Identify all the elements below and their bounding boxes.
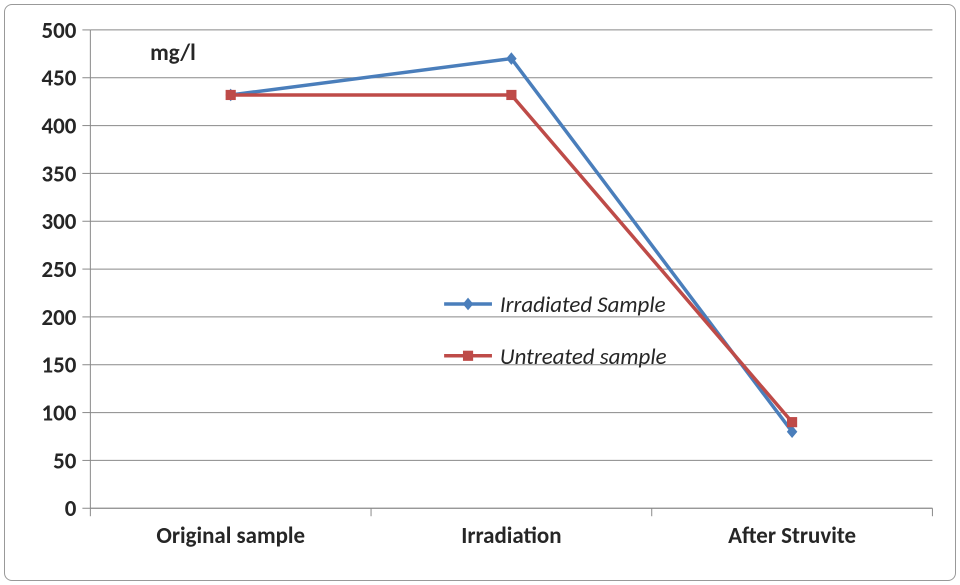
- y-axis-label: 200: [42, 304, 77, 332]
- marker-square: [507, 90, 516, 99]
- y-axis-label: 250: [42, 256, 77, 284]
- y-axis-label: 150: [42, 352, 77, 380]
- legend-label: Untreated sample: [500, 343, 667, 371]
- x-axis-label: After Struvite: [728, 522, 856, 550]
- marker-square: [788, 418, 797, 427]
- y-axis-label: 100: [42, 400, 77, 428]
- legend-label: Irradiated Sample: [500, 291, 666, 319]
- y-axis-label: 350: [42, 160, 77, 188]
- y-axis-label: 50: [53, 447, 77, 475]
- y-axis-label: 450: [42, 65, 77, 93]
- marker-square: [464, 351, 473, 360]
- y-axis-label: 400: [42, 113, 77, 141]
- marker-diamond: [464, 299, 473, 310]
- x-axis-label: Irradiation: [461, 522, 561, 550]
- series-line: [231, 95, 792, 422]
- y-axis-label: 500: [42, 17, 77, 45]
- chart-container: 0 50 100 150 200 250 300 350 400 450 500 Original s…: [4, 4, 956, 581]
- marker-square: [226, 90, 235, 99]
- y-axis-label: 300: [42, 208, 77, 236]
- y-axis-label: 0: [65, 495, 77, 523]
- unit-label: mg/l: [150, 39, 196, 67]
- x-axis-label: Original sample: [156, 522, 305, 550]
- line-chart: 0 50 100 150 200 250 300 350 400 450 500 Original s…: [5, 5, 955, 580]
- series-line: [231, 59, 792, 432]
